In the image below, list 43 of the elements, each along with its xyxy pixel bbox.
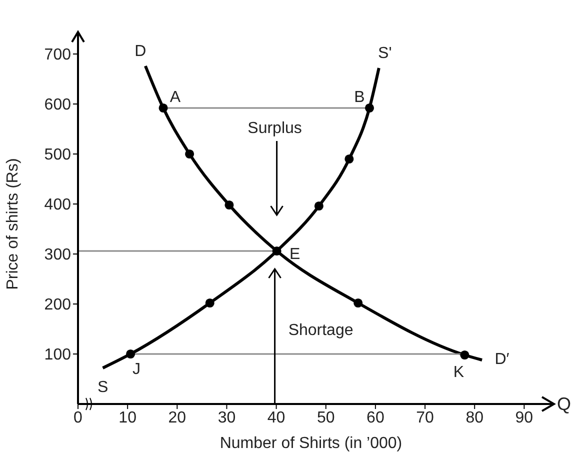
annotation: B [354, 89, 365, 106]
y-axis-title: Price of shirts (Rs) [4, 158, 22, 290]
x-tick-label: 60 [366, 409, 384, 426]
point [460, 350, 470, 360]
text: Q [557, 394, 572, 414]
point [224, 200, 234, 210]
x-tick-label: 50 [316, 409, 335, 426]
annotation: D′ [494, 351, 510, 368]
point [185, 149, 194, 159]
x-tick-label: 10 [118, 409, 137, 426]
x-axis-title: Number of Shirts (in ’000) [220, 435, 402, 452]
line-series [144, 64, 484, 362]
x-tick-label: 80 [466, 409, 484, 426]
annotation: S' [378, 45, 392, 62]
point [344, 154, 354, 164]
annotation: Shortage [288, 322, 354, 339]
x-tick-label: 90 [515, 409, 534, 426]
y-tick-label: 700 [44, 46, 72, 64]
point [205, 298, 214, 308]
annotation: Surplus [248, 120, 302, 137]
point [158, 103, 168, 113]
x-tick-label: 40 [267, 409, 286, 426]
annotation: E [289, 246, 300, 263]
point [314, 201, 324, 211]
x-tick-label: 30 [218, 409, 236, 426]
annotation: K [453, 364, 464, 381]
y-tick-label: 600 [44, 96, 72, 114]
y-tick-label: 200 [44, 296, 72, 314]
annotation: S [97, 379, 108, 396]
y-tick-label: 500 [44, 146, 72, 164]
annotation: D [134, 43, 146, 60]
annotation: J [132, 361, 141, 378]
annotation: A [170, 89, 181, 106]
point [126, 349, 136, 359]
point [354, 298, 363, 308]
y-tick-label: 400 [44, 196, 72, 214]
x-tick-label: 0 [74, 409, 83, 426]
y-tick-label: 100 [44, 346, 72, 364]
y-tick-label: 300 [44, 246, 72, 264]
point [272, 246, 282, 256]
x-tick-label: 70 [416, 409, 434, 426]
x-tick-label: 20 [168, 409, 186, 426]
point [364, 103, 374, 113]
